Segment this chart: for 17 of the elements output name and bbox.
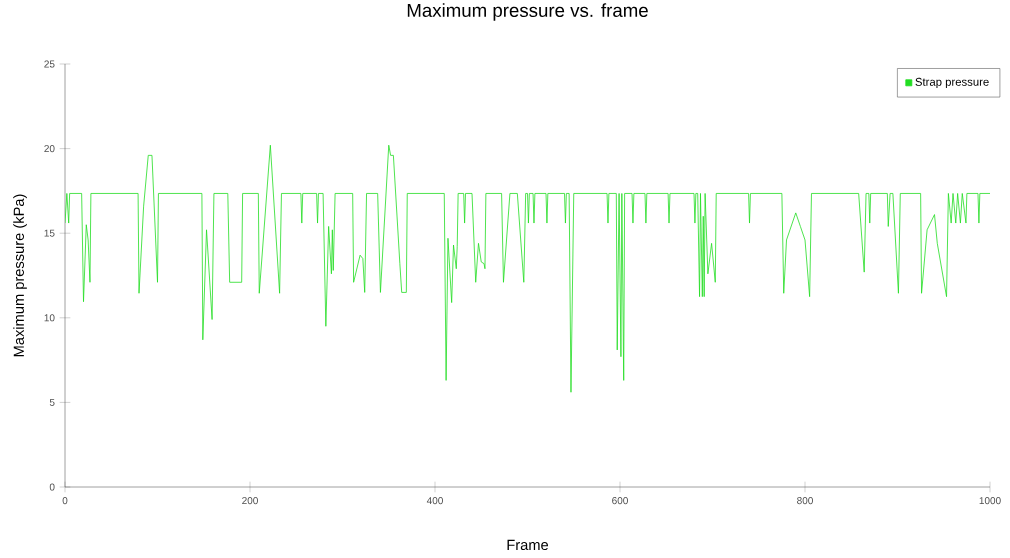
x-tick-label: 400 bbox=[426, 497, 443, 505]
chart-title: Maximum pressure vs. frame bbox=[407, 3, 648, 21]
y-tick-label: 0 bbox=[49, 483, 55, 491]
x-tick-label: 0 bbox=[62, 497, 68, 505]
y-tick-label: 10 bbox=[44, 314, 55, 322]
line-series bbox=[65, 144, 991, 393]
y-tick-label: 20 bbox=[44, 145, 55, 153]
x-axis-title: Frame bbox=[507, 539, 549, 551]
y-tick-label: 5 bbox=[49, 398, 55, 406]
x-tick-label: 200 bbox=[242, 497, 258, 505]
y-axis-title: Maximum pressure (kPa) bbox=[13, 194, 27, 357]
x-tick-label: 1000 bbox=[979, 497, 1001, 505]
x-tick-label: 800 bbox=[797, 497, 813, 505]
x-tick-label: 600 bbox=[612, 497, 628, 505]
y-tick-label: 25 bbox=[44, 60, 55, 68]
legend-label: Strap pressure bbox=[915, 77, 989, 89]
y-tick-label: 15 bbox=[44, 229, 55, 237]
